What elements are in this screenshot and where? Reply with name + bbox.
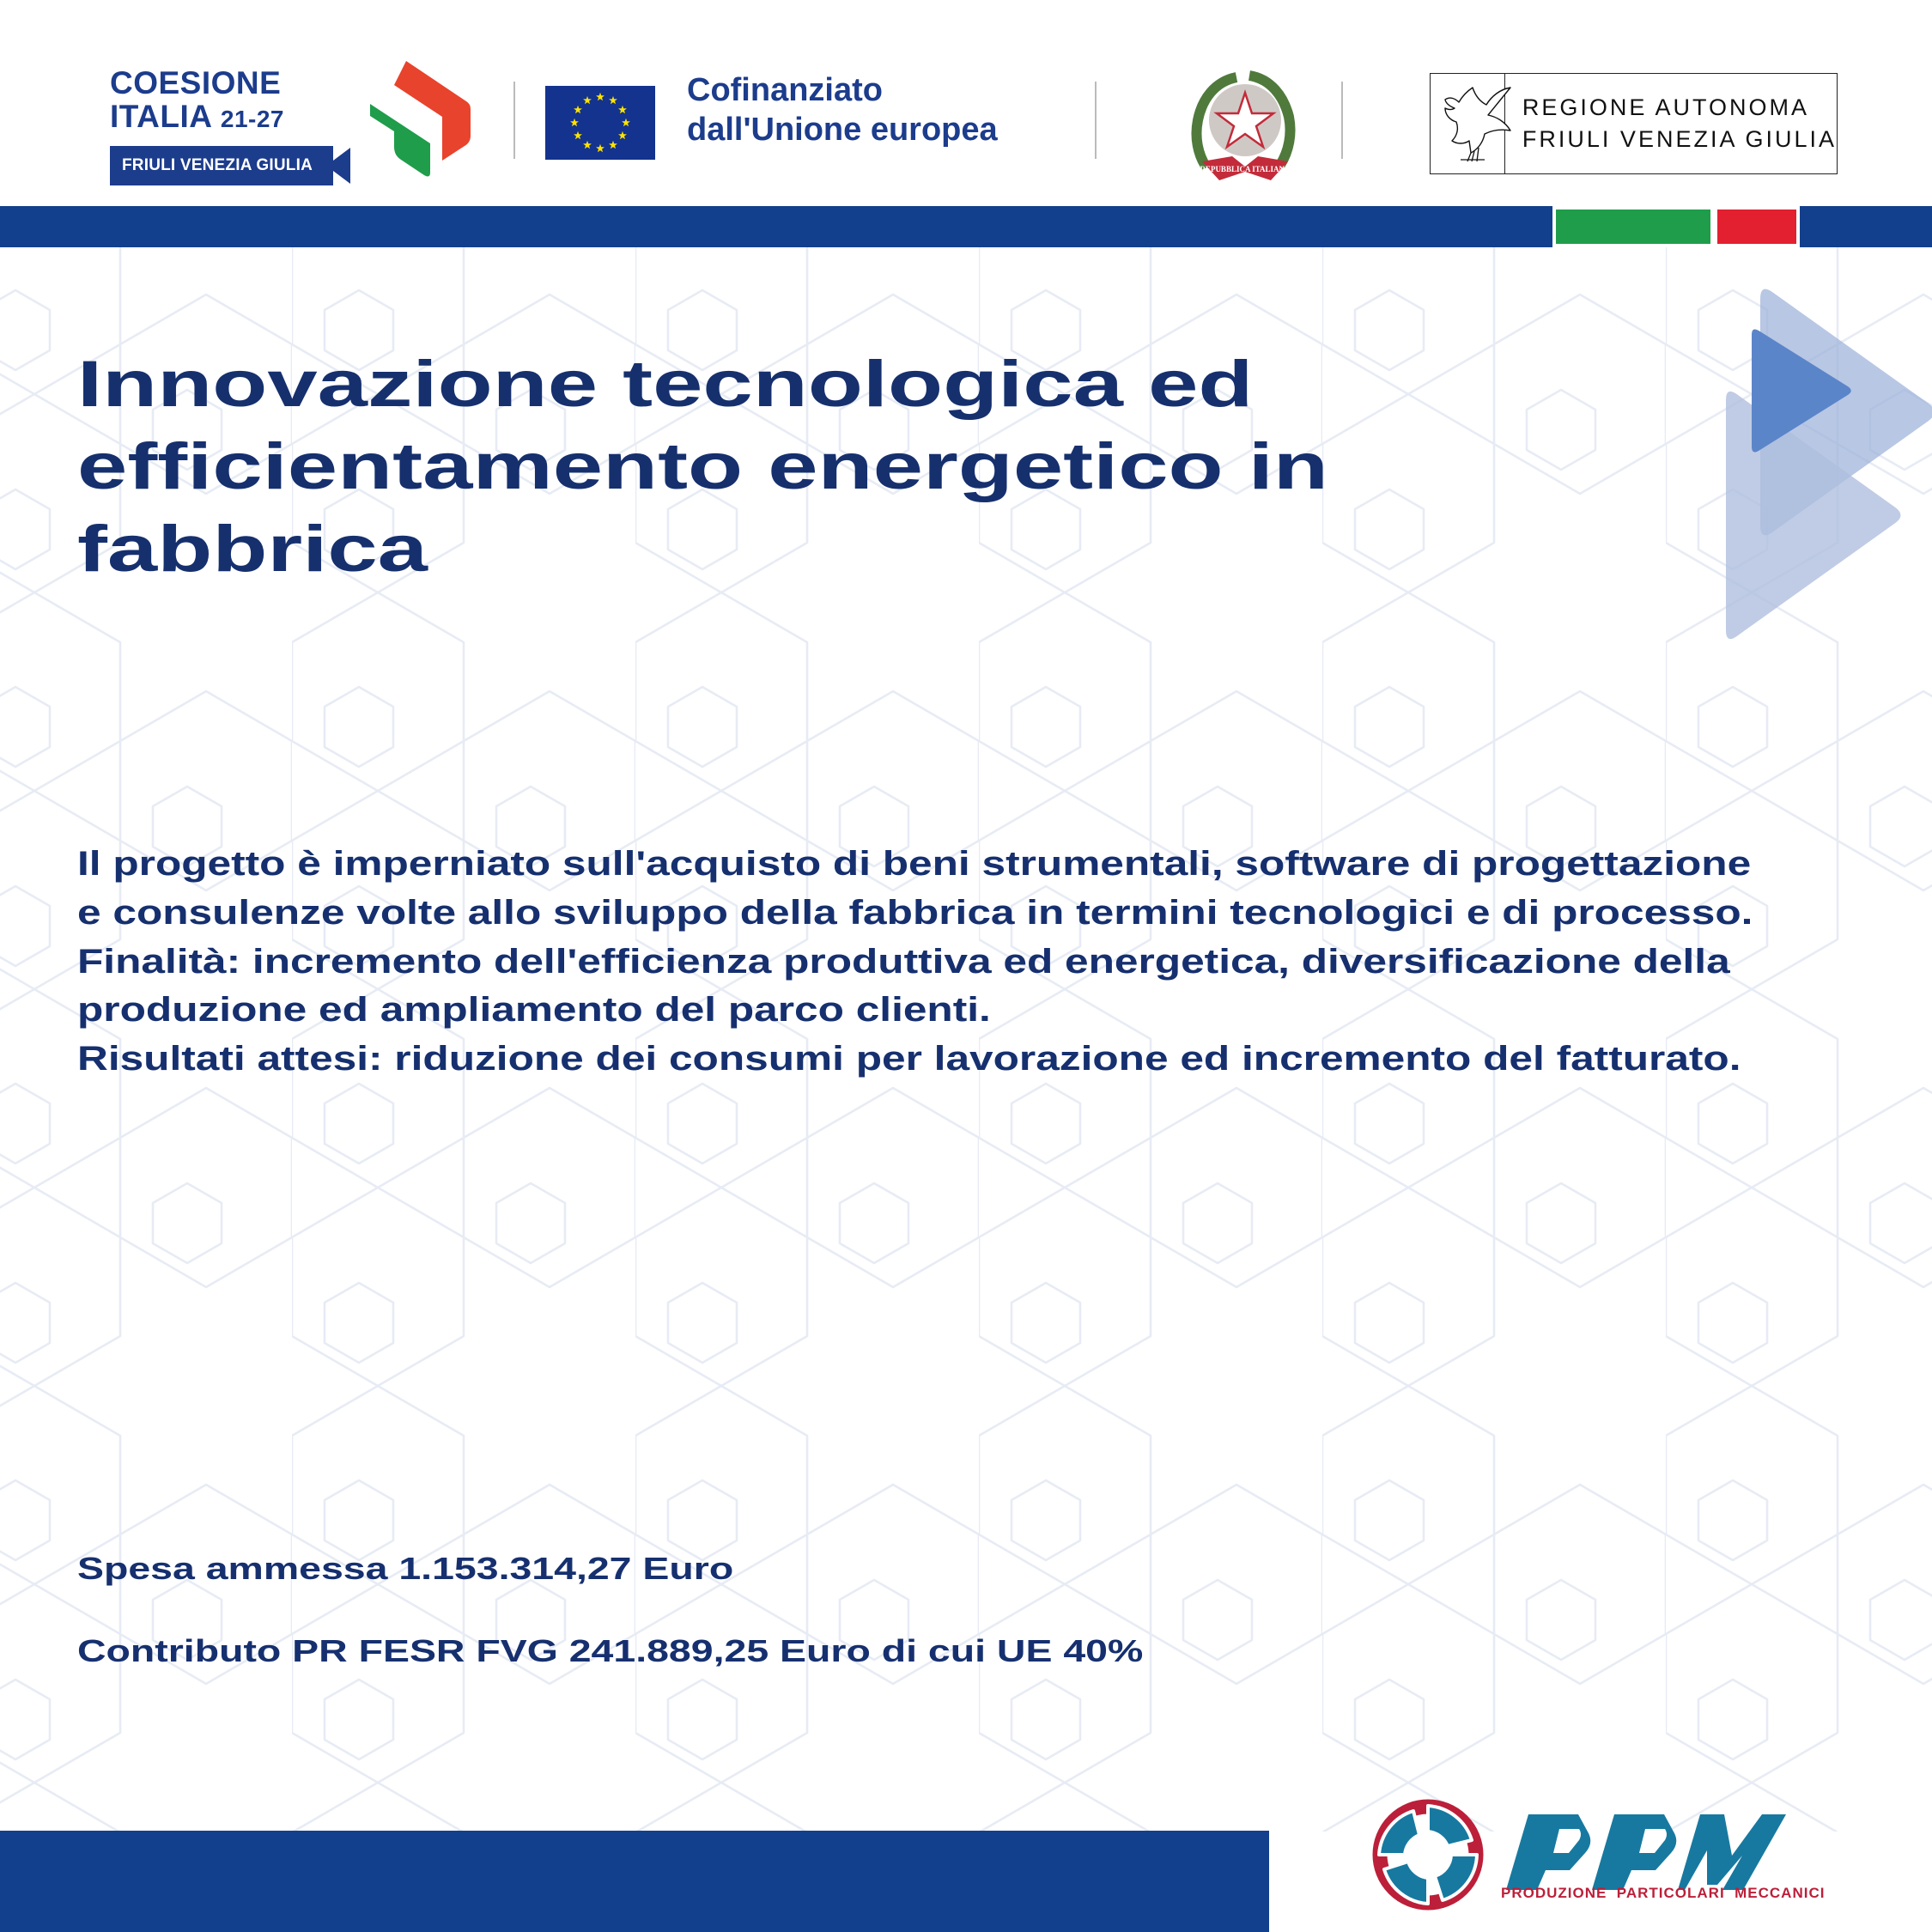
svg-text:REPUBBLICA ITALIANA: REPUBBLICA ITALIANA: [1200, 165, 1291, 173]
